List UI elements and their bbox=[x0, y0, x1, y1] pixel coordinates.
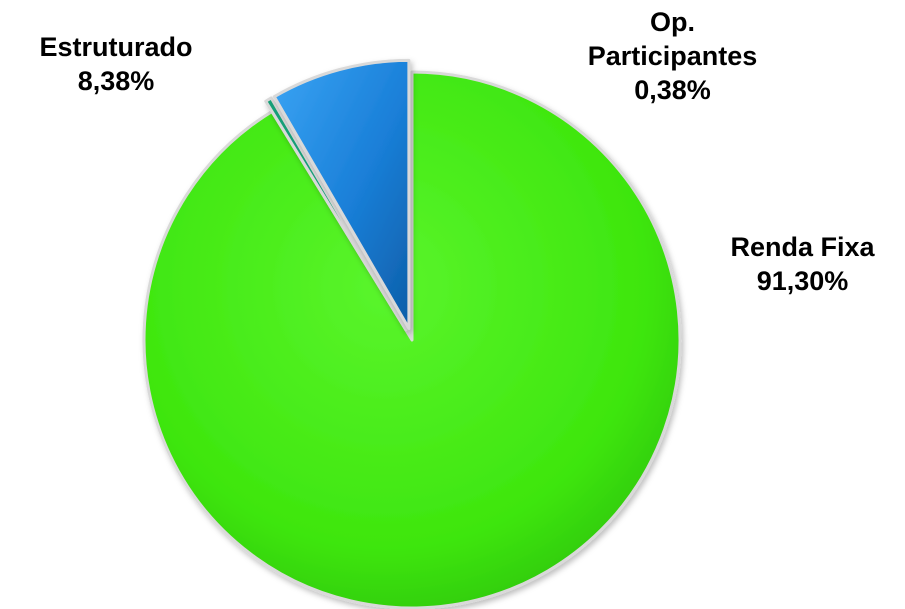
slice-label-renda-value: 91,30% bbox=[756, 266, 849, 296]
slice-label-op-line2: Participantes bbox=[587, 41, 758, 71]
pie-slice-estruturado bbox=[272, 58, 411, 330]
slice-label-estruturado: Estruturado 8,38% bbox=[0, 30, 232, 98]
slice-label-op-value: 0,38% bbox=[634, 75, 711, 105]
pie-slice-op-participantes bbox=[264, 96, 408, 332]
pie-slice-renda-fixa bbox=[142, 70, 682, 609]
slice-label-op-participantes: Op. Participantes 0,38% bbox=[545, 5, 800, 107]
slice-label-estruturado-name: Estruturado bbox=[39, 32, 193, 62]
slice-label-op-line1: Op. bbox=[650, 7, 695, 37]
slice-label-renda-fixa: Renda Fixa 91,30% bbox=[700, 230, 905, 298]
slice-label-renda-name: Renda Fixa bbox=[730, 232, 875, 262]
slice-label-estruturado-value: 8,38% bbox=[77, 66, 155, 96]
